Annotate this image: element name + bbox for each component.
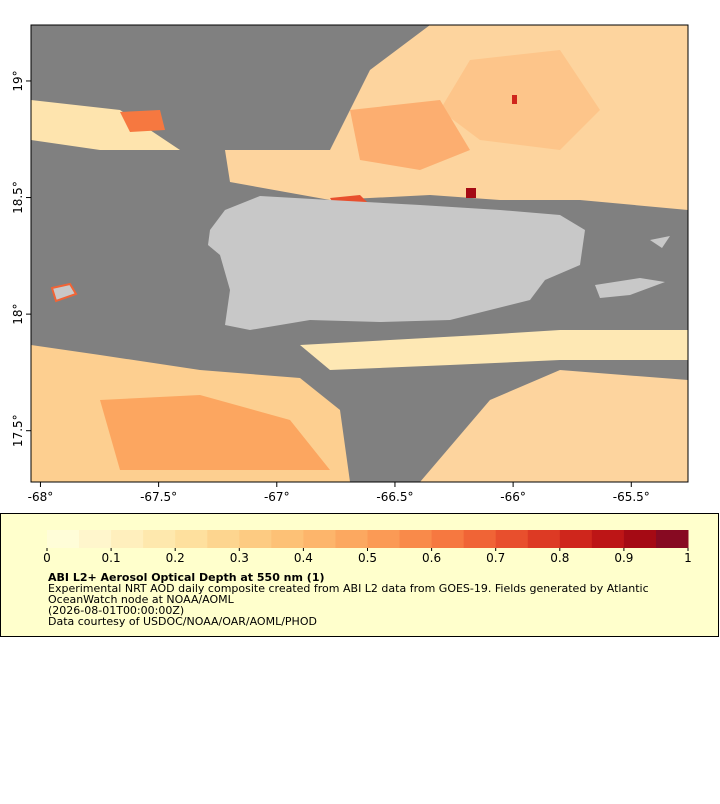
aod-region xyxy=(300,330,688,370)
legend-note: Data courtesy of USDOC/NOAA/OAR/AOML/PHO… xyxy=(48,615,317,628)
colorbar-segment xyxy=(175,530,208,548)
colorbar-tick-label: 0.3 xyxy=(230,551,249,565)
aod-pixel xyxy=(512,95,517,104)
aod-pixel xyxy=(466,188,476,198)
colorbar-tick-label: 0 xyxy=(43,551,51,565)
land xyxy=(650,236,670,248)
x-tick-label: -67° xyxy=(264,490,290,504)
x-tick-label: -66.5° xyxy=(376,490,413,504)
colorbar-tick-label: 1 xyxy=(684,551,692,565)
colorbar-tick-label: 0.9 xyxy=(614,551,633,565)
colorbar-segment xyxy=(655,530,689,548)
land xyxy=(208,196,585,330)
aod-region xyxy=(350,100,470,170)
colorbar-segment xyxy=(527,530,561,548)
colorbar-segment xyxy=(399,530,433,548)
colorbar-segment xyxy=(335,530,368,548)
aod-region xyxy=(420,370,688,482)
colorbar-tick-label: 0.1 xyxy=(102,551,121,565)
x-tick-label: -67.5° xyxy=(140,490,177,504)
x-tick-label: -66° xyxy=(500,490,526,504)
colorbar-segment xyxy=(47,530,80,548)
colorbar-segment xyxy=(239,530,272,548)
colorbar-segment xyxy=(591,530,625,548)
colorbar-segment xyxy=(495,530,529,548)
colorbar-tick-label: 0.8 xyxy=(550,551,569,565)
colorbar-segment xyxy=(79,530,112,548)
legend-title: ABI L2+ Aerosol Optical Depth at 550 nm … xyxy=(48,571,325,584)
x-tick-label: -65.5° xyxy=(613,490,650,504)
colorbar-tick-label: 0.5 xyxy=(358,551,377,565)
legend-note: OceanWatch node at NOAA/AOML xyxy=(48,593,235,606)
colorbar-tick-label: 0.6 xyxy=(422,551,441,565)
land xyxy=(50,282,78,303)
land xyxy=(595,278,665,298)
colorbar-tick-label: 0.2 xyxy=(166,551,185,565)
colorbar-tick-label: 0.7 xyxy=(486,551,505,565)
legend-note: Experimental NRT AOD daily composite cre… xyxy=(48,582,649,595)
colorbar-segment xyxy=(623,530,657,548)
aod-region xyxy=(100,395,330,470)
colorbar-segment xyxy=(463,530,497,548)
colorbar-segment xyxy=(559,530,593,548)
x-tick-label: -68° xyxy=(28,490,54,504)
plot-frame xyxy=(30,24,689,483)
y-tick-label: 18.5° xyxy=(11,181,25,214)
colorbar-segment xyxy=(207,530,240,548)
y-tick-label: 19° xyxy=(11,70,25,91)
aod-region xyxy=(31,100,180,150)
aod-region xyxy=(440,50,600,150)
aod-region xyxy=(120,110,165,132)
colorbar-segment xyxy=(111,530,144,548)
colorbar-segment xyxy=(431,530,465,548)
colorbar-segment xyxy=(303,530,336,548)
legend-note: (2026-08-01T00:00:00Z) xyxy=(48,604,184,617)
colorbar-segment xyxy=(271,530,304,548)
colorbar-segment xyxy=(367,530,401,548)
colorbar-tick-label: 0.4 xyxy=(294,551,313,565)
colorbar-segment xyxy=(143,530,176,548)
map-field xyxy=(31,25,688,482)
y-tick-label: 17.5° xyxy=(11,414,25,447)
y-tick-label: 18° xyxy=(11,303,25,324)
